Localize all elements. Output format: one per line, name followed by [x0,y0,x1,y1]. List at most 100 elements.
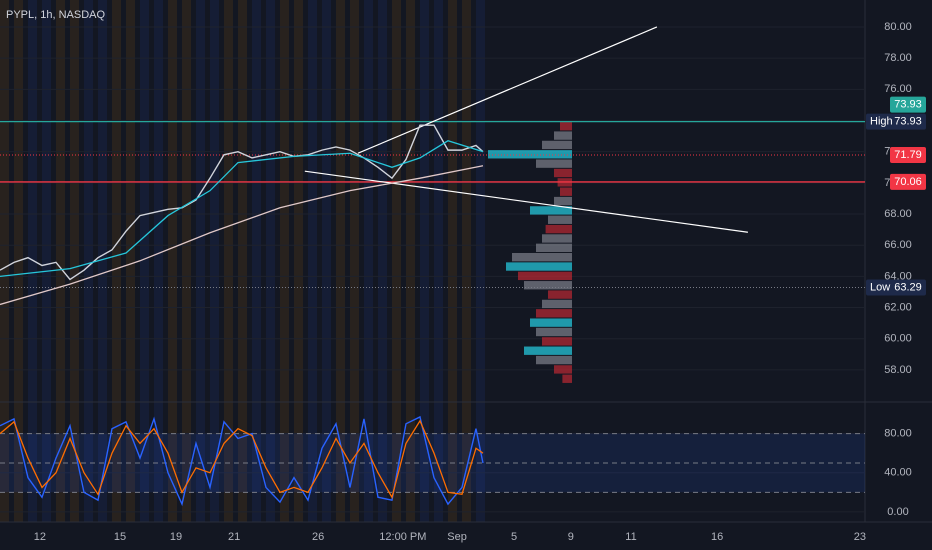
y-tick-label: 80.00 [884,428,912,440]
x-tick-label: 12 [34,531,46,543]
x-tick-label: 11 [625,531,636,543]
y-tick-label: 64.00 [884,270,912,282]
session-stripe [196,0,205,522]
session-stripe [378,0,387,522]
volume-profile-bar [542,337,572,346]
volume-profile-bar [560,187,572,196]
session-stripe [126,0,135,522]
volume-profile-bar [524,281,572,290]
x-tick-label: 9 [568,531,574,543]
volume-profile-bar [536,327,572,337]
session-stripe [168,0,177,522]
volume-profile-bar [548,290,572,299]
x-tick-label: 16 [711,531,723,543]
y-tick-label: 66.00 [884,239,912,251]
volume-profile-bar [554,131,572,140]
price-label-value: 73.93 [894,115,922,127]
x-tick-label: 23 [854,531,866,543]
x-tick-label: 26 [312,531,324,543]
x-tick-label: 12:00 PM [379,531,426,543]
volume-profile-bar [518,271,572,281]
volume-profile-bar [562,374,572,383]
price-label-name: High [870,115,893,127]
volume-profile-bar [560,122,572,131]
price-label-box [866,113,926,130]
session-stripe [392,0,401,522]
volume-profile-bar [554,196,572,206]
volume-profile-bar [542,234,572,243]
y-tick-label: 40.00 [884,467,912,479]
volume-profile-bar [524,346,572,355]
session-stripe [42,0,51,522]
session-stripe [210,0,219,522]
session-stripe [434,0,443,522]
session-stripe [308,0,317,522]
price-label-value: 70.06 [894,176,922,188]
price-label-box [890,173,926,190]
volume-profile-bar [488,150,572,159]
session-stripe [112,0,121,522]
x-tick-label: 15 [114,531,126,543]
session-stripe [322,0,331,522]
session-stripe [224,0,233,522]
volume-profile-bar [554,168,572,178]
volume-profile-bar [512,253,572,262]
volume-profile-bar [548,215,572,224]
session-stripe [140,0,149,522]
session-stripe [420,0,429,522]
session-stripe [0,0,9,522]
session-stripe [252,0,261,522]
trend-line [357,26,658,154]
y-tick-label: 0.00 [887,506,908,518]
x-tick-label: 5 [511,531,517,543]
series-line [0,140,484,278]
y-tick-label: 80.00 [884,21,912,33]
volume-profile-bar [542,299,572,309]
chart-title: PYPL, 1h, NASDAQ [6,9,105,21]
volume-profile-bar [530,206,572,215]
y-tick-label: 78.00 [884,52,912,64]
session-stripe [28,0,37,522]
series-line [0,124,484,281]
session-stripe [336,0,345,522]
session-shading [0,0,485,522]
session-stripe [462,0,471,522]
y-tick-label: 68.00 [884,208,912,220]
price-label-value: 63.29 [894,281,922,293]
session-stripe [70,0,79,522]
session-stripe [98,0,107,522]
price-label-box [890,146,926,163]
trend-line [304,170,748,233]
series-line [0,165,484,306]
volume-profile-bar [542,140,572,150]
x-tick-label: Sep [447,531,467,543]
session-stripe [406,0,415,522]
volume-profile-bar [545,224,572,234]
session-stripe [182,0,191,522]
session-stripe [294,0,303,522]
price-marker-box [890,96,926,113]
price-marker-value: 73.93 [894,98,922,110]
y-tick-label: 62.00 [884,301,912,313]
volume-profile-bar [506,262,572,271]
session-stripe [350,0,359,522]
session-stripe [84,0,93,522]
volume-profile-bar [536,243,572,253]
session-stripe [364,0,373,522]
session-stripe [154,0,163,522]
volume-profile-bar [530,318,572,327]
x-tick-label: 21 [228,531,240,543]
volume-profile-bar [536,159,572,168]
x-tick-label: 19 [170,531,182,543]
series-line [0,419,484,499]
volume-profile-bar [536,309,572,318]
session-stripe [448,0,457,522]
series-line [0,415,484,507]
y-tick-label: 76.00 [884,83,912,95]
volume-profile-bar [554,365,572,374]
price-label-name: Low [870,281,890,293]
volume-profile-bar [536,355,572,365]
session-stripe [476,0,485,522]
